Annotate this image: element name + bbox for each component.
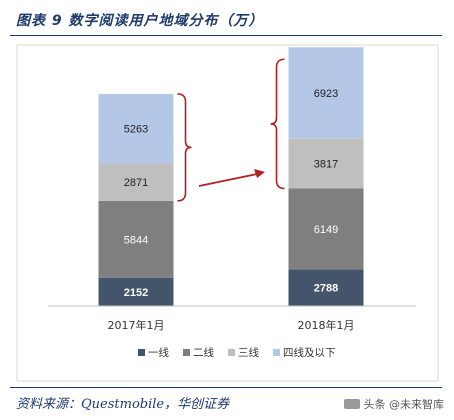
- trend-arrow-line: [198, 173, 258, 187]
- bracket-right: [177, 93, 192, 202]
- data-label: 5263: [124, 123, 148, 135]
- legend-swatch: [273, 349, 280, 356]
- legend-item: 二线: [183, 346, 214, 359]
- watermark: 头条 @未来智库: [343, 396, 445, 412]
- data-label: 2788: [314, 283, 338, 295]
- data-label: 5844: [124, 234, 148, 246]
- legend-label: 一线: [148, 346, 169, 359]
- legend: 一线 二线 三线 四线及以下: [138, 346, 336, 359]
- data-label: 3817: [314, 158, 338, 170]
- data-label: 2152: [124, 287, 148, 299]
- bar-segment: [288, 188, 364, 270]
- legend-item: 一线: [138, 346, 169, 359]
- bar-segment: [288, 47, 364, 139]
- bar-segment: [98, 93, 174, 164]
- data-label: 2871: [124, 177, 148, 189]
- x-axis: 2017年1月 2018年1月: [48, 305, 416, 332]
- annotations-layer: [177, 58, 285, 202]
- legend-swatch: [228, 349, 235, 356]
- chart-frame: [16, 44, 439, 382]
- legend-label: 二线: [193, 346, 214, 359]
- value-labels-layer: 2152 5844 2871 5263 2788 6149 3817 6923: [124, 88, 338, 299]
- bar-segment: [98, 163, 174, 201]
- legend-item: 三线: [228, 346, 259, 359]
- bracket-left: [270, 58, 285, 190]
- x-tick-label: 2018年1月: [298, 318, 355, 332]
- source-rule: [10, 387, 442, 388]
- legend-label: 四线及以下: [283, 346, 336, 359]
- bars-layer: [98, 47, 364, 306]
- bar-segment: [288, 138, 364, 189]
- legend-item: 四线及以下: [273, 346, 336, 359]
- figure-title: 图表 9 数字阅读用户地域分布（万）: [16, 13, 264, 29]
- data-label: 6149: [314, 224, 338, 236]
- legend-swatch: [138, 349, 145, 356]
- bar-segment: [98, 200, 174, 278]
- source-note: 资料来源：Questmobile，华创证券: [16, 397, 230, 412]
- watermark-text: 头条 @未来智库: [363, 398, 445, 411]
- bar-segment: [288, 269, 364, 306]
- legend-swatch: [183, 349, 190, 356]
- bar-segment: [98, 277, 174, 306]
- data-label: 6923: [314, 88, 338, 100]
- trend-arrow-head-icon: [254, 169, 265, 178]
- watermark-logo-icon: [343, 399, 360, 409]
- legend-label: 三线: [238, 346, 259, 359]
- x-tick-label: 2017年1月: [108, 318, 165, 332]
- title-rule: [10, 35, 442, 36]
